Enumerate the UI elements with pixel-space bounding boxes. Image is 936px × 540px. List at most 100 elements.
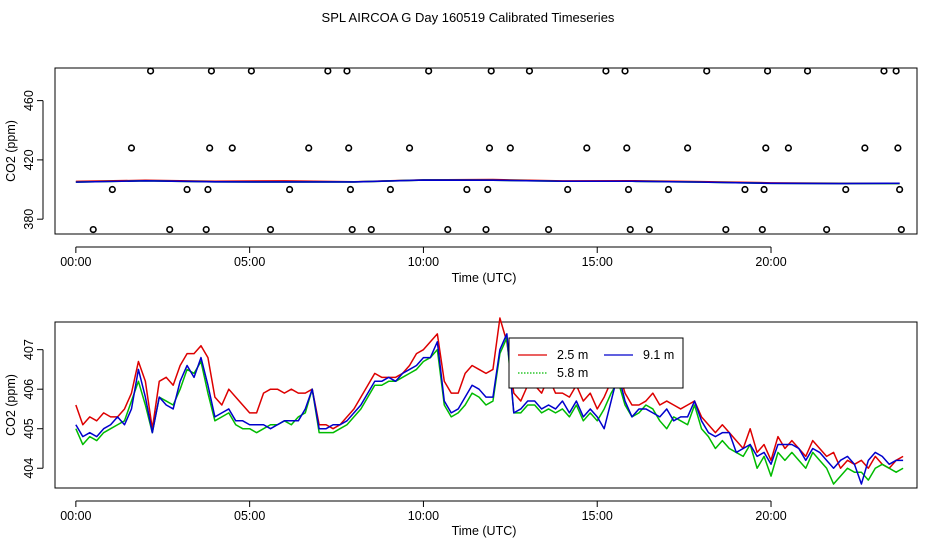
x-tick-label: 05:00 [234,255,265,269]
series-line-2.5m [75,317,904,469]
scatter-point [345,144,353,152]
scatter-point [645,225,653,234]
plot-frame-bottom [54,321,918,489]
y-tick-label: 420 [22,149,36,170]
scatter-point [623,144,631,152]
scatter-point [247,67,255,75]
legend-label-2.5m: 2.5 m [557,348,588,362]
scatter-point [763,67,772,75]
y-axis-top: 380 420 460 [22,90,44,230]
x-axis-label-bottom: Time (UTC) [452,524,517,538]
scatter-point [583,144,591,152]
legend-label-9.1m: 9.1 m [643,348,674,362]
scatter-point [202,225,210,234]
scatter-point [758,225,766,234]
x-tick-label: 00:00 [60,509,91,523]
scatter-point [146,67,155,75]
series-line-9.1m [75,333,904,485]
scatter-point [425,67,433,75]
scatter-point [762,144,770,152]
scatter-point [741,185,749,194]
x-tick-label: 20:00 [755,509,786,523]
y-tick-label: 404 [22,458,36,479]
x-axis-bottom: 00:00 05:00 10:00 15:00 20:00 [60,500,787,523]
x-tick-label: 20:00 [755,255,786,269]
scatter-point [305,144,313,152]
plot-frame-top [54,67,918,235]
scatter-point [204,185,212,194]
scatter-point [386,185,395,194]
legend: 2.5 m 5.8 m 9.1 m [508,337,684,389]
scatter-point [346,185,355,194]
series-line-5.8m [75,337,904,485]
scatter-point [207,67,216,75]
scatter-point [760,185,768,194]
scatter-point [405,144,414,152]
scatter-point [722,225,730,234]
series-lines-bottom [75,317,904,485]
figure-title: SPL AIRCOA G Day 160519 Calibrated Times… [322,10,615,25]
scatter-point [703,67,711,75]
scatter-point [487,67,495,75]
scatter-point [842,185,850,194]
x-tick-label: 15:00 [582,509,613,523]
legend-label-5.8m: 5.8 m [557,366,588,380]
scatter-point [228,144,236,152]
scatter-point [166,225,174,234]
scatter-point [206,144,214,152]
scatter-point [484,185,492,194]
scatter-point [506,144,514,152]
scatter-point [897,225,905,234]
scatter-point [544,225,553,234]
panel-top-scatter: 00:00 05:00 10:00 15:00 20:00 380 420 460 Time… [4,67,918,285]
x-tick-label: 00:00 [60,255,91,269]
scatter-point [324,67,332,75]
scatter-point [444,225,452,234]
scatter-point [108,185,116,194]
scatter-point [564,185,572,194]
scatter-point [482,225,490,234]
y-axis-bottom: 404 405 406 407 [22,339,44,479]
series-line-9.1m [75,179,900,185]
x-tick-label: 05:00 [234,509,265,523]
y-tick-label: 405 [22,418,36,439]
scatter-point [127,144,136,152]
scatter-point [892,67,900,75]
x-tick-label: 10:00 [408,509,439,523]
scatter-point [266,225,275,234]
scatter-point [626,225,634,234]
x-axis-top: 00:00 05:00 10:00 15:00 20:00 [60,246,787,269]
x-axis-label-top: Time (UTC) [452,271,517,285]
scatter-point [784,144,792,152]
scatter-point [525,67,534,75]
scatter-points-top [89,67,905,234]
scatter-point [485,144,494,152]
y-axis-label-bottom: CO2 (ppm) [4,374,18,436]
series-lines-top [75,178,900,185]
panel-bottom-line: 00:00 05:00 10:00 15:00 20:00 404 405 406 407 T… [4,317,918,538]
y-tick-label: 406 [22,379,36,400]
x-tick-label: 15:00 [582,255,613,269]
scatter-point [367,225,375,234]
legend-box [508,337,684,389]
scatter-point [683,144,692,152]
scatter-point [664,185,673,194]
y-tick-label: 407 [22,339,36,360]
scatter-point [621,67,629,75]
scatter-point [823,225,831,234]
scatter-point [348,225,356,234]
scatter-point [896,185,904,194]
y-tick-label: 460 [22,90,36,111]
scatter-point [286,185,294,194]
scatter-point [803,67,812,75]
scatter-point [183,185,191,194]
scatter-point [880,67,888,75]
y-axis-label-top: CO2 (ppm) [4,120,18,182]
x-tick-label: 10:00 [408,255,439,269]
scatter-point [463,185,471,194]
y-tick-label: 380 [22,209,36,230]
scatter-point [343,67,351,75]
scatter-point [861,144,869,152]
scatter-point [894,144,902,152]
